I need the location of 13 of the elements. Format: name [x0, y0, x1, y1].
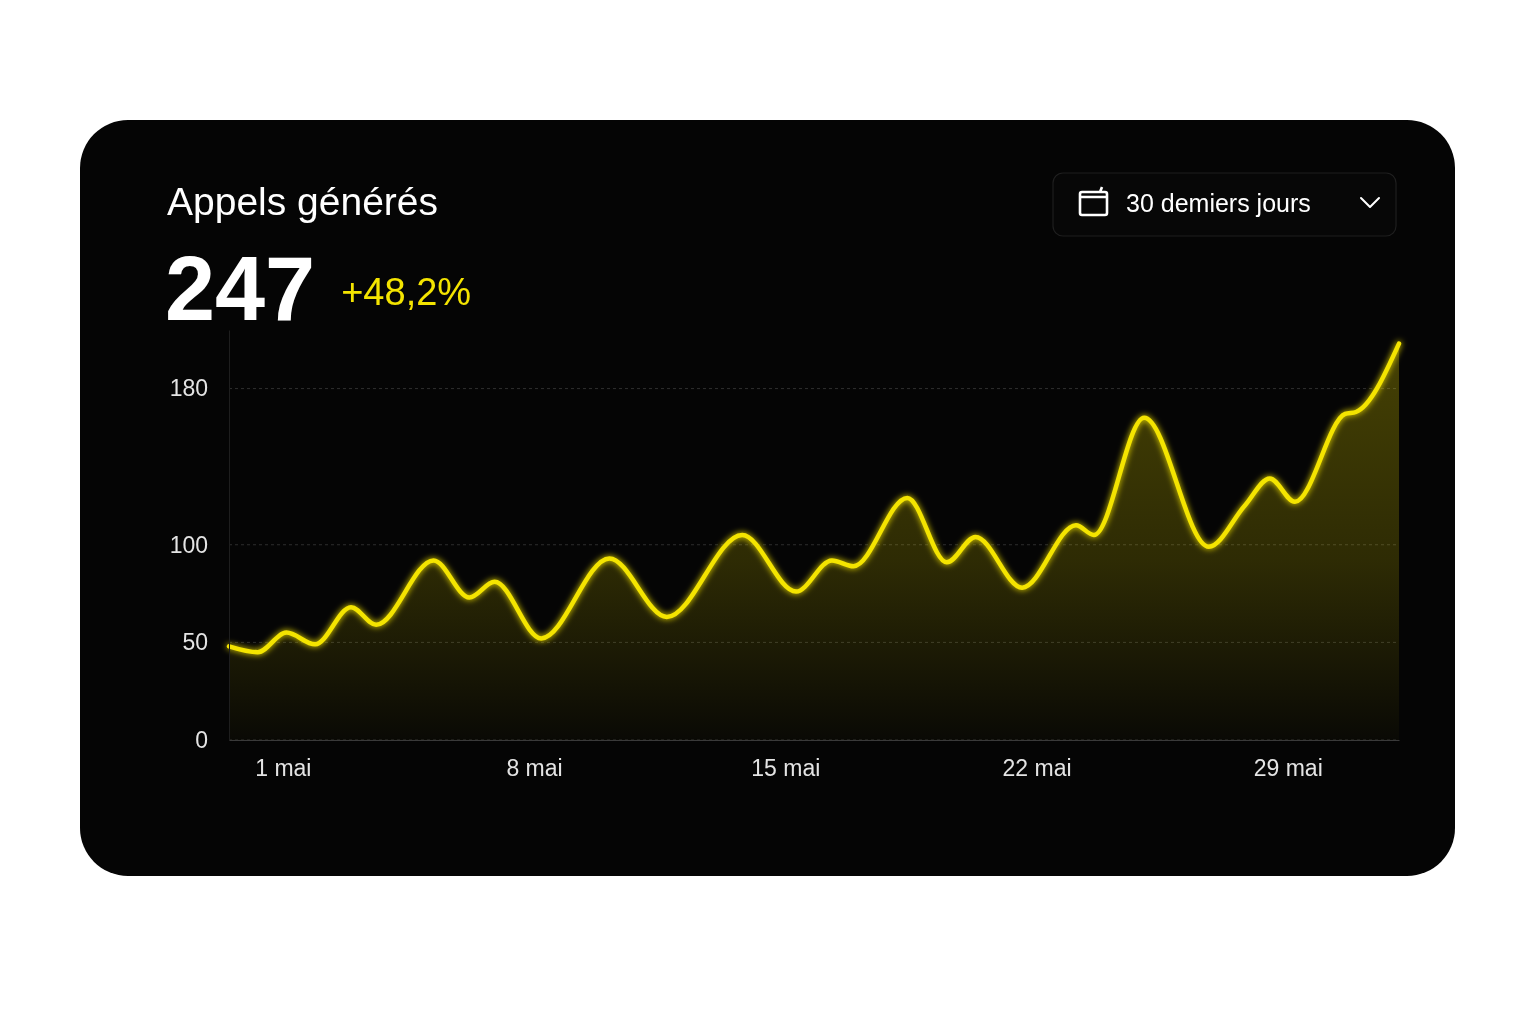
x-tick-label: 1 mai: [255, 755, 312, 782]
x-tick-label: 29 mai: [1253, 755, 1323, 782]
x-tick-label: 8 mai: [506, 755, 563, 782]
annotation: 247: [165, 239, 316, 339]
x-tick-label: 15 mai: [751, 755, 821, 782]
text: 30 demiers jours: [1126, 189, 1311, 217]
y-tick-label: 0: [195, 726, 208, 753]
text: +48,2%: [341, 271, 472, 313]
x-tick-label: 22 mai: [1002, 755, 1072, 782]
y-tick-label: 100: [169, 531, 208, 558]
y-tick-label: 180: [169, 375, 208, 402]
y-tick-label: 50: [182, 629, 208, 656]
chart-title: Appels générés: [167, 180, 439, 223]
